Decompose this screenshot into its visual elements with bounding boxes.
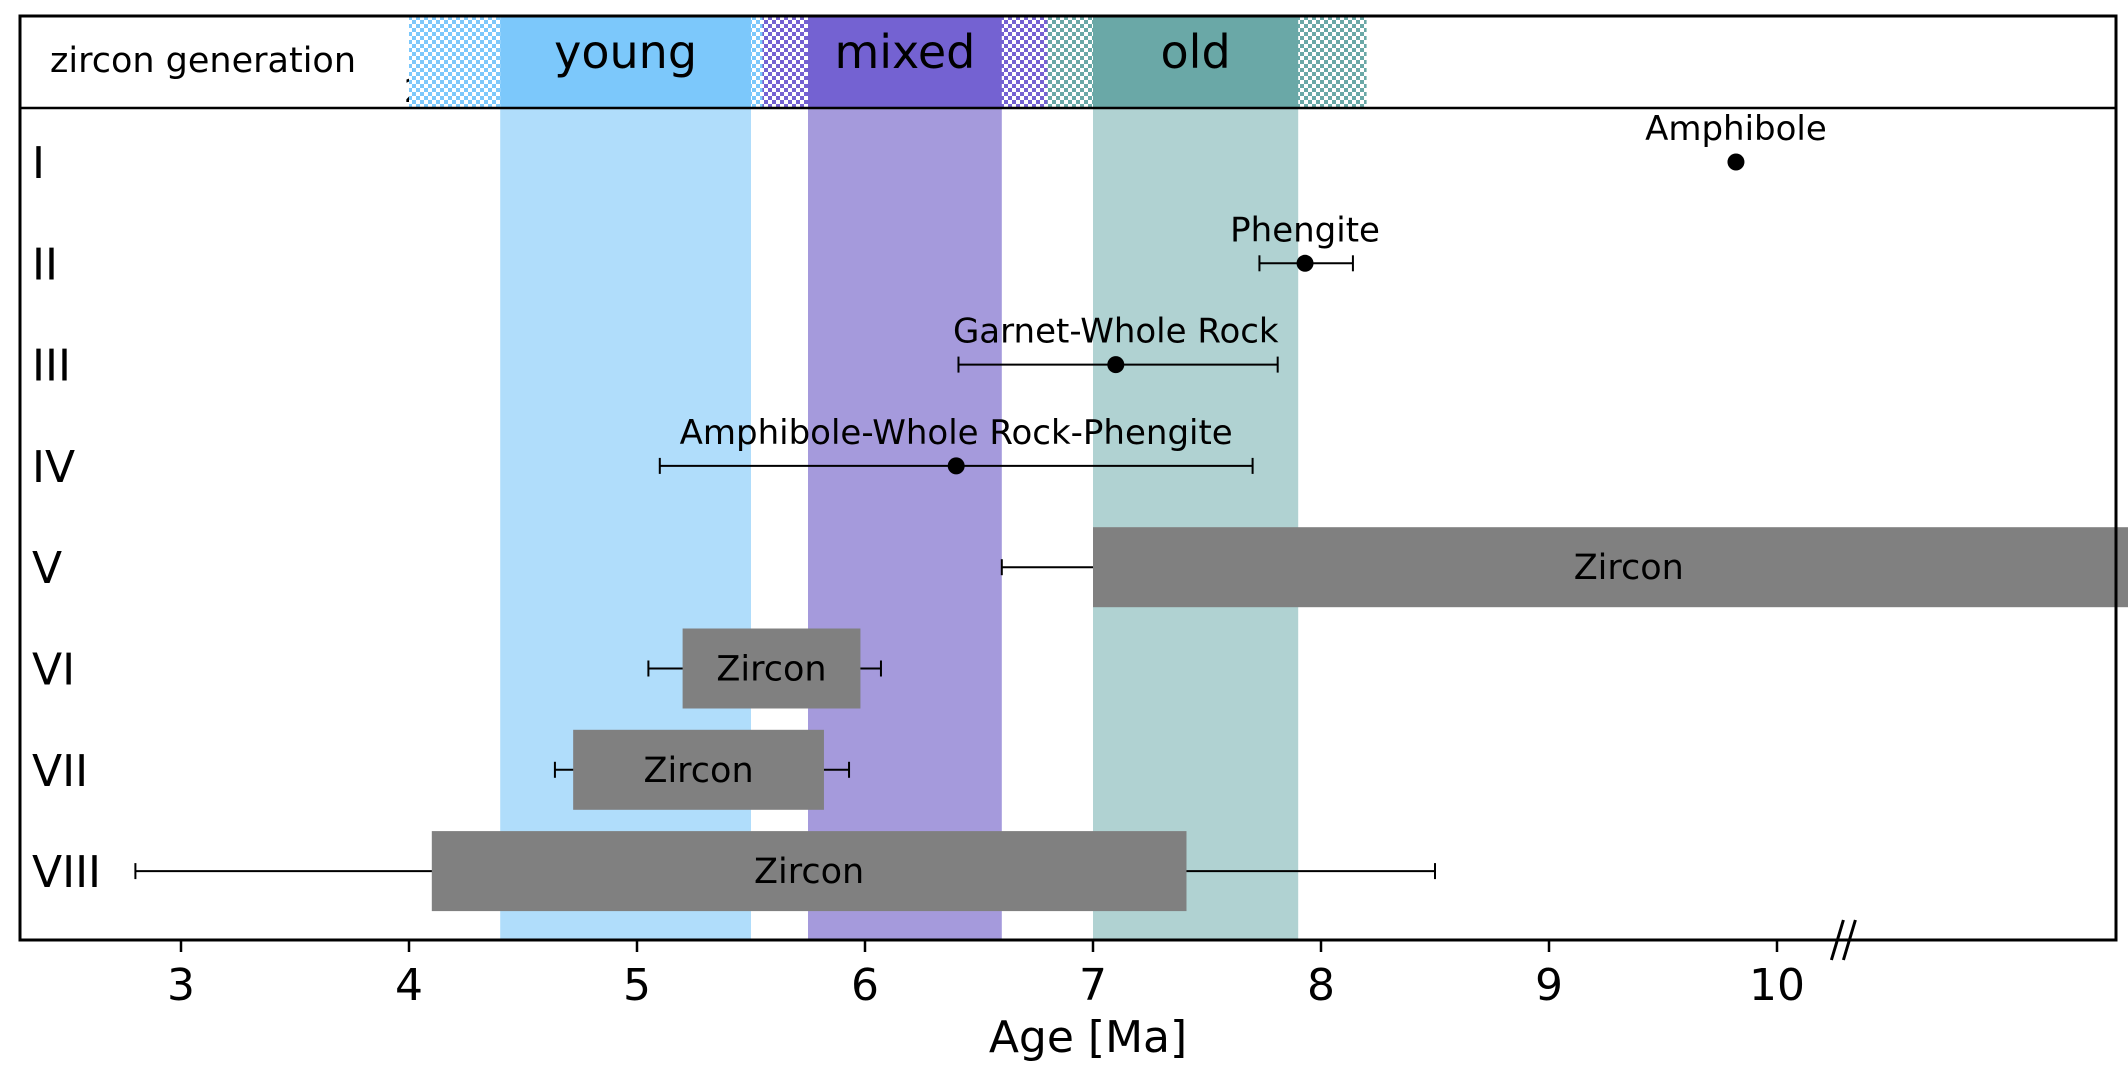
generation-label-young: young [554,25,697,79]
x-tick-label-10: 10 [1749,960,1805,1011]
bar-label-V: Zircon [1574,548,1684,588]
row-label-IV: IV [32,442,75,493]
age-range-chart: zircon generation 2σ youngmixedold IIIII… [0,0,2128,1073]
point-label-II: Phengite [1230,210,1380,250]
x-tick-label-5: 5 [623,960,651,1011]
row-label-II: II [32,239,58,290]
row-label-VIII: VIII [32,847,101,898]
row-label-VI: VI [32,645,75,696]
data-point-III [1107,356,1124,373]
x-tick-label-4: 4 [395,960,423,1011]
generation-band-young [500,108,751,940]
row-label-V: V [32,543,62,594]
x-tick-label-9: 9 [1535,960,1563,1011]
bar-label-VI: Zircon [716,650,826,690]
data-point-I [1727,154,1744,171]
x-tick-label-3: 3 [167,960,195,1011]
generation-label-mixed: mixed [834,25,975,79]
row-label-I: I [32,138,45,189]
bar-label-VIII: Zircon [754,852,864,892]
generation-band-mixed [808,108,1002,940]
row-label-VII: VII [32,746,88,797]
x-tick-label-6: 6 [851,960,879,1011]
point-label-IV: Amphibole-Whole Rock-Phengite [680,413,1233,453]
data-point-II [1297,255,1314,272]
point-label-III: Garnet-Whole Rock [953,312,1279,352]
header-label: zircon generation [50,41,356,81]
bar-label-VII: Zircon [643,751,753,791]
x-axis-label: Age [Ma] [989,1012,1187,1063]
data-point-IV [948,457,965,474]
point-label-I: Amphibole [1645,109,1827,149]
x-tick-label-7: 7 [1079,960,1107,1011]
generation-bands [500,108,1298,940]
generation-label-old: old [1161,25,1231,79]
x-tick-label-8: 8 [1307,960,1335,1011]
row-label-III: III [32,341,71,392]
